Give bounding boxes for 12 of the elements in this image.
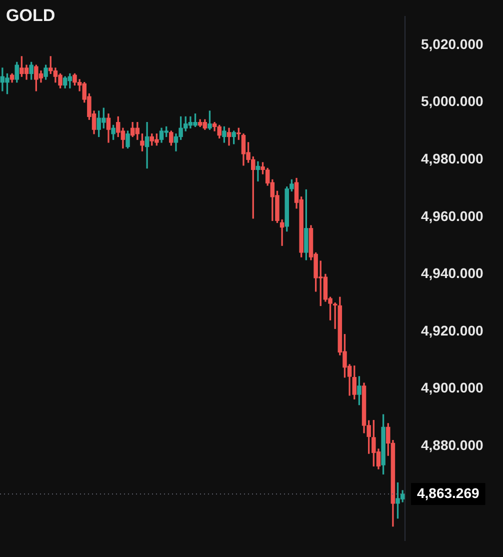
y-tick-label: 5,020.000 <box>421 36 484 52</box>
y-tick-label: 4,960.000 <box>421 208 484 224</box>
candlestick <box>256 161 260 182</box>
y-tick-label: 4,900.000 <box>421 380 484 396</box>
ref-line-label: 4,863.269 <box>417 484 480 501</box>
y-tick-label: 4,920.000 <box>421 322 484 338</box>
chart-title: GOLD <box>6 6 56 26</box>
candlestick <box>144 122 150 169</box>
y-tick-label: 4,980.000 <box>421 150 484 166</box>
y-tick-label: 5,000.000 <box>421 93 484 110</box>
y-tick-label: 4,880.000 <box>421 436 484 453</box>
y-tick-label: 4,940.000 <box>421 265 484 282</box>
